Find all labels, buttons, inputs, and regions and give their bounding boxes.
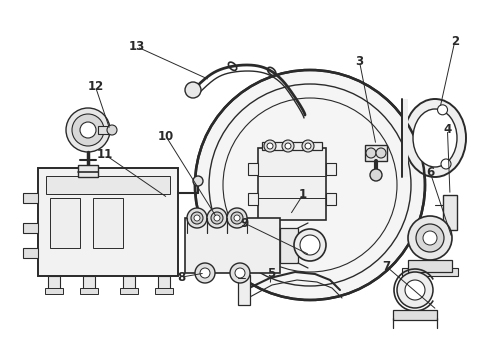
Bar <box>238 275 249 305</box>
Text: 12: 12 <box>87 80 103 93</box>
Bar <box>262 142 321 150</box>
Circle shape <box>365 148 375 158</box>
Circle shape <box>80 122 96 138</box>
Bar <box>50 198 80 248</box>
Circle shape <box>282 140 293 152</box>
Text: 10: 10 <box>158 130 174 143</box>
Bar <box>48 276 60 291</box>
Bar <box>46 176 170 194</box>
Circle shape <box>195 70 424 300</box>
Circle shape <box>396 272 432 308</box>
Bar <box>280 228 297 263</box>
Circle shape <box>195 263 215 283</box>
Bar <box>407 260 451 272</box>
Bar <box>83 276 95 291</box>
Circle shape <box>369 169 381 181</box>
Circle shape <box>72 114 104 146</box>
Text: 8: 8 <box>177 271 184 284</box>
Bar <box>325 163 335 175</box>
Ellipse shape <box>403 99 465 177</box>
Circle shape <box>193 176 203 186</box>
Circle shape <box>226 208 246 228</box>
Circle shape <box>107 125 117 135</box>
Circle shape <box>200 268 209 278</box>
Bar <box>325 193 335 205</box>
Circle shape <box>234 215 240 221</box>
Bar <box>401 268 457 276</box>
Text: 9: 9 <box>240 217 248 230</box>
Bar <box>247 163 258 175</box>
Circle shape <box>266 143 272 149</box>
Circle shape <box>264 140 275 152</box>
Text: 6: 6 <box>426 166 433 179</box>
Circle shape <box>437 105 447 115</box>
Bar <box>45 288 63 294</box>
Bar <box>364 145 386 161</box>
Ellipse shape <box>412 109 456 167</box>
Circle shape <box>235 268 244 278</box>
Bar <box>38 168 178 276</box>
Bar <box>442 195 456 230</box>
Circle shape <box>184 82 201 98</box>
Circle shape <box>299 235 319 255</box>
Bar <box>93 198 123 248</box>
Text: 2: 2 <box>450 35 458 48</box>
Circle shape <box>293 229 325 261</box>
Bar <box>401 99 407 177</box>
Circle shape <box>194 215 200 221</box>
Bar <box>80 288 98 294</box>
Bar <box>98 126 112 134</box>
Bar <box>155 288 173 294</box>
Text: 5: 5 <box>267 267 275 280</box>
Bar <box>258 148 325 220</box>
Circle shape <box>440 159 450 169</box>
Bar <box>120 288 138 294</box>
Bar <box>158 276 170 291</box>
Bar <box>23 248 38 258</box>
Text: 11: 11 <box>97 148 113 161</box>
Bar <box>23 223 38 233</box>
Circle shape <box>404 280 424 300</box>
Circle shape <box>214 215 220 221</box>
Bar <box>123 276 135 291</box>
Circle shape <box>229 263 249 283</box>
Circle shape <box>210 212 223 224</box>
Bar <box>78 165 98 177</box>
Text: 1: 1 <box>299 188 306 201</box>
Bar <box>392 310 436 320</box>
Circle shape <box>191 212 203 224</box>
Circle shape <box>305 143 310 149</box>
Text: 4: 4 <box>443 123 450 136</box>
Circle shape <box>302 140 313 152</box>
Circle shape <box>230 212 243 224</box>
Circle shape <box>285 143 290 149</box>
Circle shape <box>415 224 443 252</box>
Circle shape <box>375 148 385 158</box>
Bar <box>23 193 38 203</box>
Text: 3: 3 <box>355 55 363 68</box>
Bar <box>184 218 280 273</box>
Circle shape <box>422 231 436 245</box>
Text: 13: 13 <box>128 40 145 53</box>
Circle shape <box>186 208 206 228</box>
Circle shape <box>206 208 226 228</box>
Bar <box>247 193 258 205</box>
Circle shape <box>407 216 451 260</box>
Circle shape <box>66 108 110 152</box>
Text: 7: 7 <box>382 260 389 273</box>
